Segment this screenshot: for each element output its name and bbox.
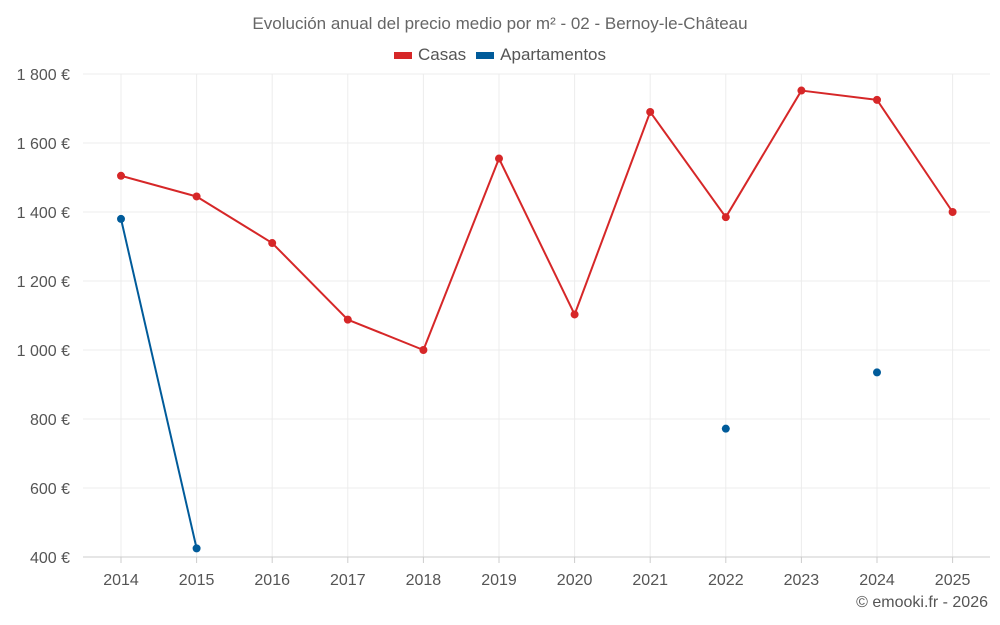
data-point-casas	[721, 213, 730, 222]
data-point-casas	[117, 171, 125, 180]
x-tick-label: 2022	[708, 572, 744, 589]
x-tick-label: 2018	[406, 572, 442, 589]
x-tick-label: 2021	[632, 572, 668, 589]
credit-text: © emooki.fr - 2026	[856, 594, 988, 611]
x-tick-label: 2020	[557, 572, 593, 589]
data-point-casas	[192, 192, 201, 201]
series-line-casas	[801, 89, 878, 101]
y-tick-label: 400 €	[30, 550, 70, 567]
legend-label-casas: Casas	[417, 45, 467, 64]
data-point-apartamentos	[721, 424, 730, 433]
data-point-casas	[343, 315, 352, 324]
data-point-apartamentos	[192, 544, 201, 553]
y-tick-label: 1 600 €	[17, 136, 70, 153]
legend-item-casas[interactable]: Casas	[393, 45, 467, 65]
x-tick-label: 2024	[859, 572, 895, 589]
series-line-casas	[196, 195, 273, 244]
data-point-casas	[570, 310, 579, 319]
series-line-casas	[876, 99, 954, 213]
series-line-casas	[724, 90, 803, 218]
data-point-casas	[797, 86, 806, 95]
series-line-apartamentos	[120, 218, 198, 549]
y-tick-label: 800 €	[30, 412, 70, 429]
legend-item-apartamentos[interactable]: Apartamentos	[476, 45, 606, 65]
legend-swatch-apartamentos	[476, 51, 495, 59]
series-line-casas	[649, 111, 727, 218]
y-tick-label: 1 200 €	[17, 274, 70, 291]
data-point-casas	[873, 95, 881, 104]
y-tick-label: 600 €	[30, 481, 70, 498]
data-point-casas	[646, 107, 655, 116]
data-point-apartamentos	[117, 214, 125, 223]
series-line-casas	[120, 174, 197, 198]
series-line-casas	[347, 318, 424, 351]
x-tick-label: 2023	[784, 572, 820, 589]
x-tick-label: 2015	[179, 572, 215, 589]
y-tick-label: 1 400 €	[17, 205, 70, 222]
x-tick-label: 2014	[103, 572, 139, 589]
data-point-apartamentos	[873, 368, 881, 377]
x-tick-label: 2025	[935, 572, 971, 589]
x-tick-label: 2017	[330, 572, 366, 589]
data-point-casas	[268, 239, 277, 248]
legend-label-apartamentos: Apartamentos	[500, 45, 607, 64]
series-line-casas	[498, 158, 576, 315]
legend: Casas Apartamentos	[0, 45, 1000, 65]
legend-swatch-casas	[393, 51, 412, 59]
x-tick-label: 2019	[481, 572, 517, 589]
chart-title: Evolución anual del precio medio por m² …	[252, 14, 748, 33]
y-tick-label: 1 800 €	[17, 67, 70, 84]
data-point-casas	[948, 208, 957, 216]
y-tick-label: 1 000 €	[17, 343, 70, 360]
series-line-casas	[422, 158, 500, 351]
data-point-casas	[495, 154, 503, 163]
series-line-casas	[573, 111, 652, 315]
series-line-casas	[271, 242, 349, 321]
x-tick-label: 2016	[254, 572, 290, 589]
data-point-casas	[419, 346, 428, 354]
